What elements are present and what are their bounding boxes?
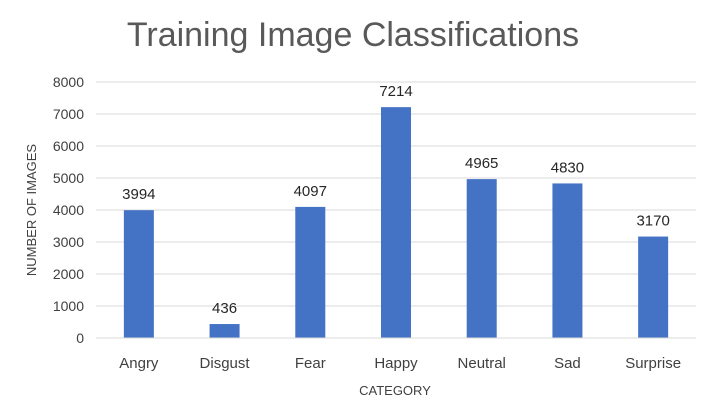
data-label-neutral: 4965 [465,155,498,172]
x-tick-label: Angry [119,355,159,372]
y-tick-label: 3000 [53,234,84,250]
bar-sad [552,183,583,338]
y-axis-label: NUMBER OF IMAGES [24,144,39,277]
y-tick-label: 1000 [53,298,84,314]
y-axis-ticks: 0 1000 2000 3000 4000 5000 6000 7000 8000 [53,74,84,346]
data-label-happy: 7214 [379,83,412,100]
x-tick-label: Happy [374,355,418,372]
y-tick-label: 7000 [53,106,84,122]
data-label-fear: 4097 [294,183,327,200]
data-label-disgust: 436 [212,300,237,317]
y-tick-label: 8000 [53,74,84,90]
data-label-angry: 3994 [122,186,155,203]
data-label-surprise: 3170 [636,213,669,230]
bar-neutral [466,179,497,338]
bar-angry [123,210,154,338]
y-tick-label: 5000 [53,170,84,186]
x-tick-label: Neutral [458,355,506,372]
bar-fear [295,206,326,338]
y-tick-label: 0 [76,330,84,346]
x-axis-ticks: Angry Disgust Fear Happy Neutral Sad Surprise [119,355,681,372]
bar-happy [381,107,411,338]
bar-surprise [638,236,669,338]
y-tick-label: 6000 [53,138,84,154]
bar-disgust [209,324,240,338]
x-tick-label: Fear [295,355,326,372]
data-labels: 3994 436 4097 7214 4965 4830 3170 [122,83,670,317]
x-axis-label: CATEGORY [359,383,431,398]
bars [123,107,669,338]
y-tick-label: 4000 [53,202,84,218]
chart-title: Training Image Classifications [127,16,579,54]
data-label-sad: 4830 [551,159,584,176]
x-tick-label: Disgust [200,355,251,372]
y-tick-label: 2000 [53,266,84,282]
x-tick-label: Surprise [625,355,681,372]
x-tick-label: Sad [554,355,581,372]
